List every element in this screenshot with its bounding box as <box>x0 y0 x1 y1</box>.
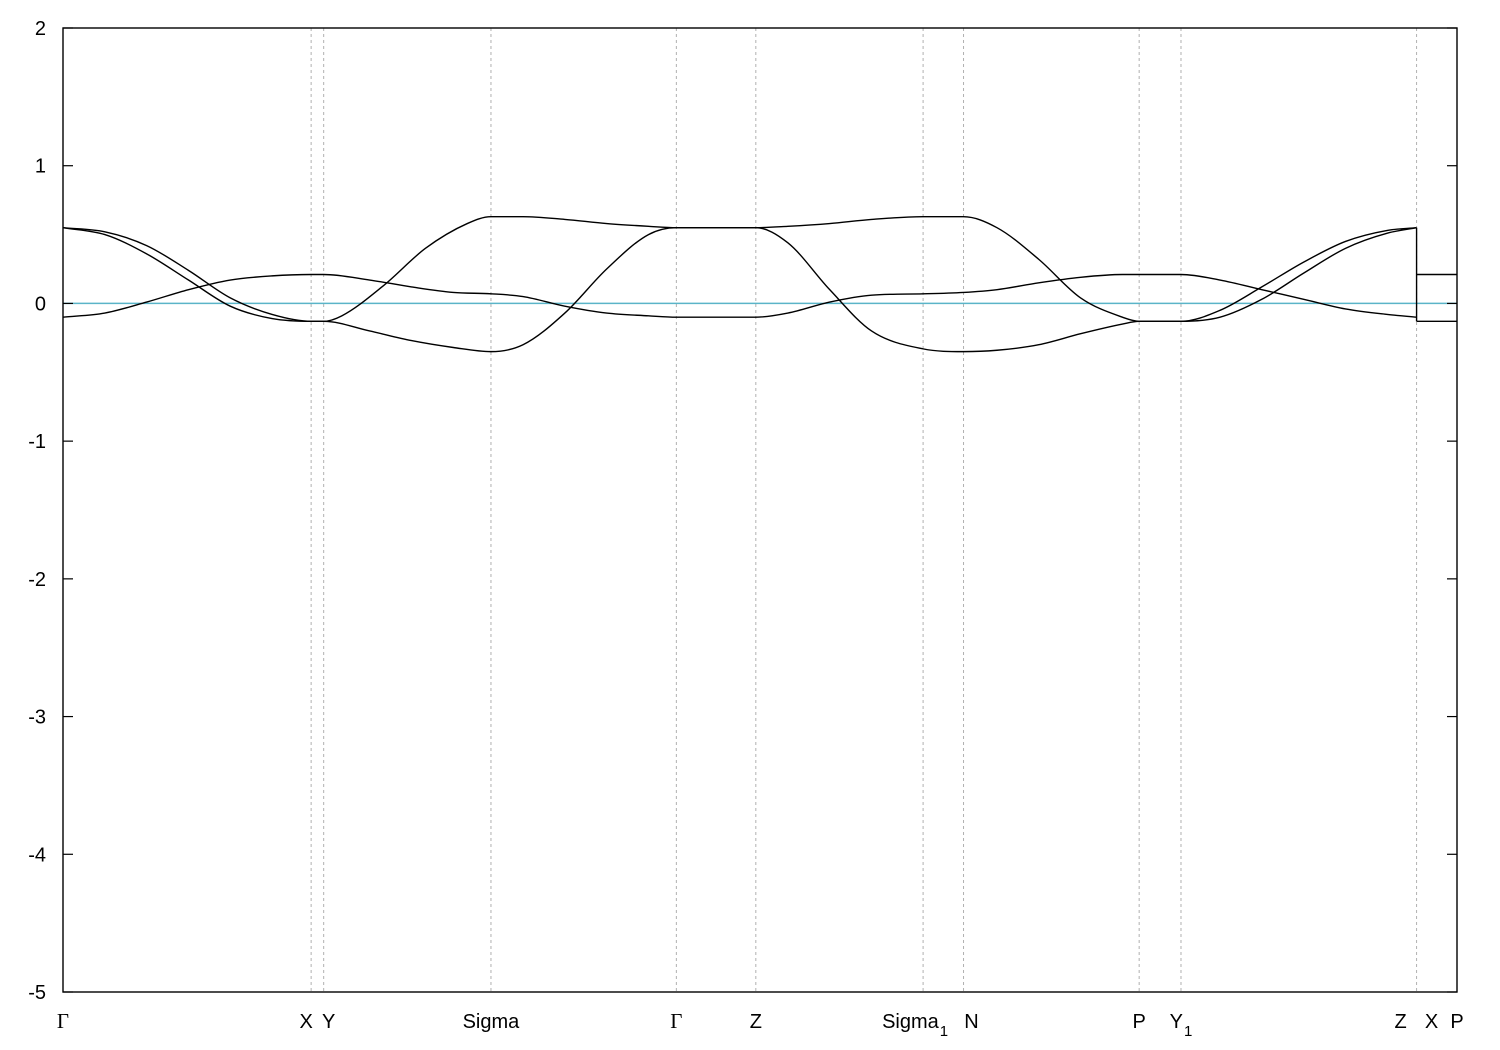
x-tick-label-subscript: 1 <box>940 1023 948 1040</box>
x-tick-label-subscript: 1 <box>1184 1023 1192 1040</box>
x-tick-label: P <box>1132 1011 1145 1033</box>
x-tick-label: Y <box>322 1011 335 1033</box>
x-tick-label: Sigma <box>463 1011 521 1033</box>
x-tick-label: Y1 <box>1170 1011 1193 1040</box>
y-tick-label: -2 <box>28 569 46 591</box>
band-line-1 <box>62 273 1417 318</box>
x-tick-label: Sigma1 <box>882 1011 948 1040</box>
x-axis-labels: Γ X Y Sigma Γ Z Sigma1 N P Y1 Z X P <box>57 1009 1464 1040</box>
y-tick-label: -1 <box>28 431 46 453</box>
band-lines <box>62 215 1457 353</box>
y-tick-label: -4 <box>28 844 46 866</box>
y-tick-label: 2 <box>35 18 46 40</box>
band-line-3 <box>62 226 1417 353</box>
y-tick-label: -3 <box>28 707 46 729</box>
plot-border <box>62 27 1458 993</box>
x-tick-label: Z <box>750 1011 762 1033</box>
y-tick-label: 0 <box>35 293 46 315</box>
y-tick-label: 1 <box>35 156 46 178</box>
high-symmetry-lines <box>310 28 1418 992</box>
plot-frame <box>62 27 1458 993</box>
y-tick-label: -5 <box>28 982 46 1004</box>
band-line-2 <box>62 215 1417 323</box>
x-tick-label: Γ <box>670 1009 682 1033</box>
x-tick-label: X <box>1425 1011 1438 1033</box>
x-tick-label: X <box>299 1011 312 1033</box>
x-tick-label: P <box>1450 1011 1463 1033</box>
x-tick-label: Z <box>1394 1011 1406 1033</box>
y-axis-ticks: 2 1 0 -1 -2 -3 -4 -5 <box>28 18 1457 1004</box>
x-tick-label: Γ <box>57 1009 69 1033</box>
x-tick-label: N <box>964 1011 978 1033</box>
